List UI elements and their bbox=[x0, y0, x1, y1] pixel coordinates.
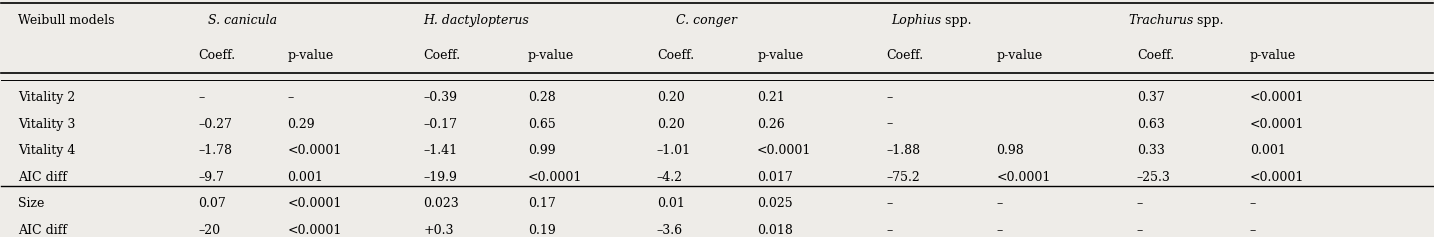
Text: 0.28: 0.28 bbox=[528, 91, 555, 104]
Text: –1.78: –1.78 bbox=[198, 144, 232, 157]
Text: –: – bbox=[1250, 197, 1256, 210]
Text: 0.99: 0.99 bbox=[528, 144, 555, 157]
Text: –0.27: –0.27 bbox=[198, 118, 232, 131]
Text: spp.: spp. bbox=[941, 14, 972, 27]
Text: 0.26: 0.26 bbox=[757, 118, 784, 131]
Text: p-value: p-value bbox=[287, 49, 334, 62]
Text: –: – bbox=[886, 224, 892, 237]
Text: 0.001: 0.001 bbox=[1250, 144, 1286, 157]
Text: Coeff.: Coeff. bbox=[886, 49, 923, 62]
Text: –: – bbox=[997, 224, 1002, 237]
Text: –: – bbox=[1137, 197, 1143, 210]
Text: 0.17: 0.17 bbox=[528, 197, 555, 210]
Text: 0.20: 0.20 bbox=[657, 118, 684, 131]
Text: –: – bbox=[886, 118, 892, 131]
Text: Coeff.: Coeff. bbox=[198, 49, 235, 62]
Text: Vitality 3: Vitality 3 bbox=[17, 118, 75, 131]
Text: –4.2: –4.2 bbox=[657, 171, 683, 184]
Text: –: – bbox=[1137, 224, 1143, 237]
Text: 0.023: 0.023 bbox=[423, 197, 459, 210]
Text: <0.0001: <0.0001 bbox=[1250, 171, 1305, 184]
Text: AIC diff: AIC diff bbox=[17, 224, 67, 237]
Text: 0.001: 0.001 bbox=[287, 171, 323, 184]
Text: S. canicula: S. canicula bbox=[208, 14, 277, 27]
Text: 0.65: 0.65 bbox=[528, 118, 555, 131]
Text: –: – bbox=[886, 91, 892, 104]
Text: –: – bbox=[287, 91, 294, 104]
Text: p-value: p-value bbox=[528, 49, 574, 62]
Text: 0.63: 0.63 bbox=[1137, 118, 1164, 131]
Text: 0.29: 0.29 bbox=[287, 118, 315, 131]
Text: 0.025: 0.025 bbox=[757, 197, 793, 210]
Text: +0.3: +0.3 bbox=[423, 224, 453, 237]
Text: –75.2: –75.2 bbox=[886, 171, 919, 184]
Text: Coeff.: Coeff. bbox=[423, 49, 460, 62]
Text: Trachurus: Trachurus bbox=[1129, 14, 1193, 27]
Text: Lophius: Lophius bbox=[891, 14, 941, 27]
Text: <0.0001: <0.0001 bbox=[287, 224, 341, 237]
Text: AIC diff: AIC diff bbox=[17, 171, 67, 184]
Text: <0.0001: <0.0001 bbox=[1250, 91, 1305, 104]
Text: <0.0001: <0.0001 bbox=[528, 171, 582, 184]
Text: Vitality 2: Vitality 2 bbox=[17, 91, 75, 104]
Text: –0.17: –0.17 bbox=[423, 118, 457, 131]
Text: 0.33: 0.33 bbox=[1137, 144, 1164, 157]
Text: 0.017: 0.017 bbox=[757, 171, 793, 184]
Text: –: – bbox=[997, 197, 1002, 210]
Text: p-value: p-value bbox=[757, 49, 803, 62]
Text: 0.98: 0.98 bbox=[997, 144, 1024, 157]
Text: 0.37: 0.37 bbox=[1137, 91, 1164, 104]
Text: <0.0001: <0.0001 bbox=[287, 144, 341, 157]
Text: –: – bbox=[1250, 224, 1256, 237]
Text: p-value: p-value bbox=[997, 49, 1043, 62]
Text: Weibull models: Weibull models bbox=[17, 14, 115, 27]
Text: –1.88: –1.88 bbox=[886, 144, 921, 157]
Text: <0.0001: <0.0001 bbox=[287, 197, 341, 210]
Text: <0.0001: <0.0001 bbox=[1250, 118, 1305, 131]
Text: Coeff.: Coeff. bbox=[1137, 49, 1174, 62]
Text: <0.0001: <0.0001 bbox=[997, 171, 1051, 184]
Text: 0.20: 0.20 bbox=[657, 91, 684, 104]
Text: H. dactylopterus: H. dactylopterus bbox=[423, 14, 529, 27]
Text: Vitality 4: Vitality 4 bbox=[17, 144, 75, 157]
Text: 0.21: 0.21 bbox=[757, 91, 784, 104]
Text: –1.41: –1.41 bbox=[423, 144, 457, 157]
Text: –1.01: –1.01 bbox=[657, 144, 691, 157]
Text: <0.0001: <0.0001 bbox=[757, 144, 812, 157]
Text: Size: Size bbox=[17, 197, 44, 210]
Text: 0.018: 0.018 bbox=[757, 224, 793, 237]
Text: –: – bbox=[886, 197, 892, 210]
Text: 0.01: 0.01 bbox=[657, 197, 684, 210]
Text: –25.3: –25.3 bbox=[1137, 171, 1170, 184]
Text: 0.07: 0.07 bbox=[198, 197, 227, 210]
Text: 0.19: 0.19 bbox=[528, 224, 555, 237]
Text: Coeff.: Coeff. bbox=[657, 49, 694, 62]
Text: –19.9: –19.9 bbox=[423, 171, 457, 184]
Text: C. conger: C. conger bbox=[677, 14, 737, 27]
Text: –: – bbox=[198, 91, 205, 104]
Text: –0.39: –0.39 bbox=[423, 91, 457, 104]
Text: –3.6: –3.6 bbox=[657, 224, 683, 237]
Text: –20: –20 bbox=[198, 224, 221, 237]
Text: spp.: spp. bbox=[1193, 14, 1223, 27]
Text: p-value: p-value bbox=[1250, 49, 1296, 62]
Text: –9.7: –9.7 bbox=[198, 171, 224, 184]
